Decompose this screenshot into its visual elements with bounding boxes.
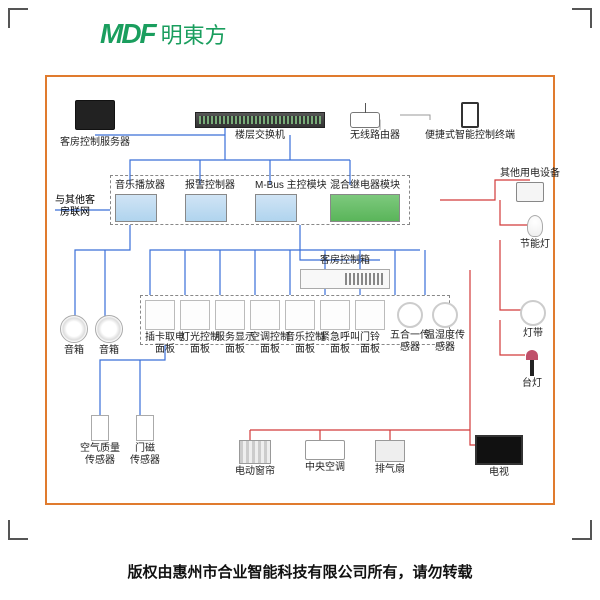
desk-lamp-label: 台灯 [522,378,542,390]
desk-lamp-node: 台灯 [522,350,542,390]
alarm-ctrl-node: 报警控制器 [185,180,235,222]
fan-icon [375,440,405,462]
logo-latin: MDF [100,18,155,50]
curtain-icon [239,440,271,464]
switch-node: 楼层交换机 [195,112,325,142]
other-network-label: 与其他客 房联网 [50,195,100,219]
panel-card-label: 插卡取电 面板 [145,332,185,356]
server-icon [75,100,115,130]
energy-light-label: 节能灯 [520,239,550,251]
tv-label: 电视 [475,467,523,479]
mbus-node: M-Bus 主控模块 [255,180,327,222]
switch-label: 楼层交换机 [195,130,325,142]
panel-icon [145,300,175,330]
central-ac-label: 中央空调 [305,462,345,474]
copyright-text: 版权由惠州市合业智能科技有限公司所有，请勿转载 [0,561,600,582]
other-device-node: 其他用电设备 [500,168,560,207]
energy-light-node: 节能灯 [520,215,550,251]
module-icon [255,194,297,222]
sensor-icon [136,415,154,441]
light-strip-icon [520,300,546,326]
router-icon [350,112,380,128]
speaker-node: 音箱 [60,315,88,357]
module-icon [185,194,227,222]
speaker-node: 音箱 [95,315,123,357]
switch-icon [195,112,325,128]
corner-mark [8,520,28,540]
sensor-th-label: 温湿度传 感器 [425,330,465,354]
curtain-label: 电动窗帘 [235,466,275,478]
server-label: 客房控制服务器 [60,137,130,149]
ac-icon [305,440,345,460]
ctrl-box-label: 客房控制箱 [300,255,390,267]
terminal-node: 便捷式智能控制终端 [425,102,515,142]
terminal-label: 便捷式智能控制终端 [425,130,515,142]
panel-ac-node: 空调控制 面板 [250,300,290,356]
panel-ac-label: 空调控制 面板 [250,332,290,356]
music-player-label: 音乐播放器 [115,180,165,192]
bulb-icon [527,215,543,237]
panel-light-label: 灯光控制 面板 [180,332,220,356]
device-icon [516,182,544,202]
server-node: 客房控制服务器 [60,100,130,149]
panel-icon [285,300,315,330]
panel-sos-node: 紧急呼叫 面板 [320,300,360,356]
tv-icon [475,435,523,465]
corner-mark [572,8,592,28]
speaker-label: 音箱 [95,345,123,357]
tablet-icon [461,102,479,128]
light-strip-label: 灯带 [520,328,546,340]
relay-icon [330,194,400,222]
panel-music-label: 音乐控制 面板 [285,332,325,356]
panel-service-label: 服务显示 面板 [215,332,255,356]
panel-music-node: 音乐控制 面板 [285,300,325,356]
sensor-icon [91,415,109,441]
panel-icon [180,300,210,330]
sensor-th-node: 温湿度传 感器 [425,302,465,354]
panel-service-node: 服务显示 面板 [215,300,255,356]
exhaust-label: 排气扇 [375,464,405,476]
tv-node: 电视 [475,435,523,479]
panel-sos-label: 紧急呼叫 面板 [320,332,360,356]
sensor-icon [397,302,423,328]
light-strip-node: 灯带 [520,300,546,340]
air-sensor-label: 空气质量 传感器 [80,443,120,467]
speaker-label: 音箱 [60,345,88,357]
panel-icon [250,300,280,330]
corner-mark [8,8,28,28]
logo-cn: 明東方 [161,18,227,50]
sensor-5in1-label: 五合一传 感器 [390,330,430,354]
sensor-5in1-node: 五合一传 感器 [390,302,430,354]
panel-bell-label: 门铃 面板 [355,332,385,356]
exhaust-node: 排气扇 [375,440,405,476]
ctrl-box-node: 客房控制箱 [300,255,390,289]
door-sensor-label: 门磁 传感器 [130,443,160,467]
curtain-node: 电动窗帘 [235,440,275,478]
alarm-ctrl-label: 报警控制器 [185,180,235,192]
central-ac-node: 中央空调 [305,440,345,474]
speaker-icon [95,315,123,343]
speaker-icon [60,315,88,343]
panel-icon [215,300,245,330]
module-icon [115,194,157,222]
corner-mark [572,520,592,540]
relay-node: 混合继电器模块 [330,180,400,222]
panel-icon [355,300,385,330]
panel-icon [320,300,350,330]
panel-bell-node: 门铃 面板 [355,300,385,356]
panel-light-node: 灯光控制 面板 [180,300,220,356]
router-label: 无线路由器 [350,130,400,142]
door-sensor-node: 门磁 传感器 [130,415,160,467]
air-sensor-node: 空气质量 传感器 [80,415,120,467]
mbus-label: M-Bus 主控模块 [255,180,327,192]
sensor-icon [432,302,458,328]
lamp-icon [525,350,539,376]
music-player-node: 音乐播放器 [115,180,165,222]
router-node: 无线路由器 [350,112,400,142]
brand-logo: MDF 明東方 [100,18,227,50]
relay-label: 混合继电器模块 [330,180,400,192]
other-device-label: 其他用电设备 [500,168,560,180]
ctrl-box-icon [300,269,390,289]
panel-card-node: 插卡取电 面板 [145,300,185,356]
